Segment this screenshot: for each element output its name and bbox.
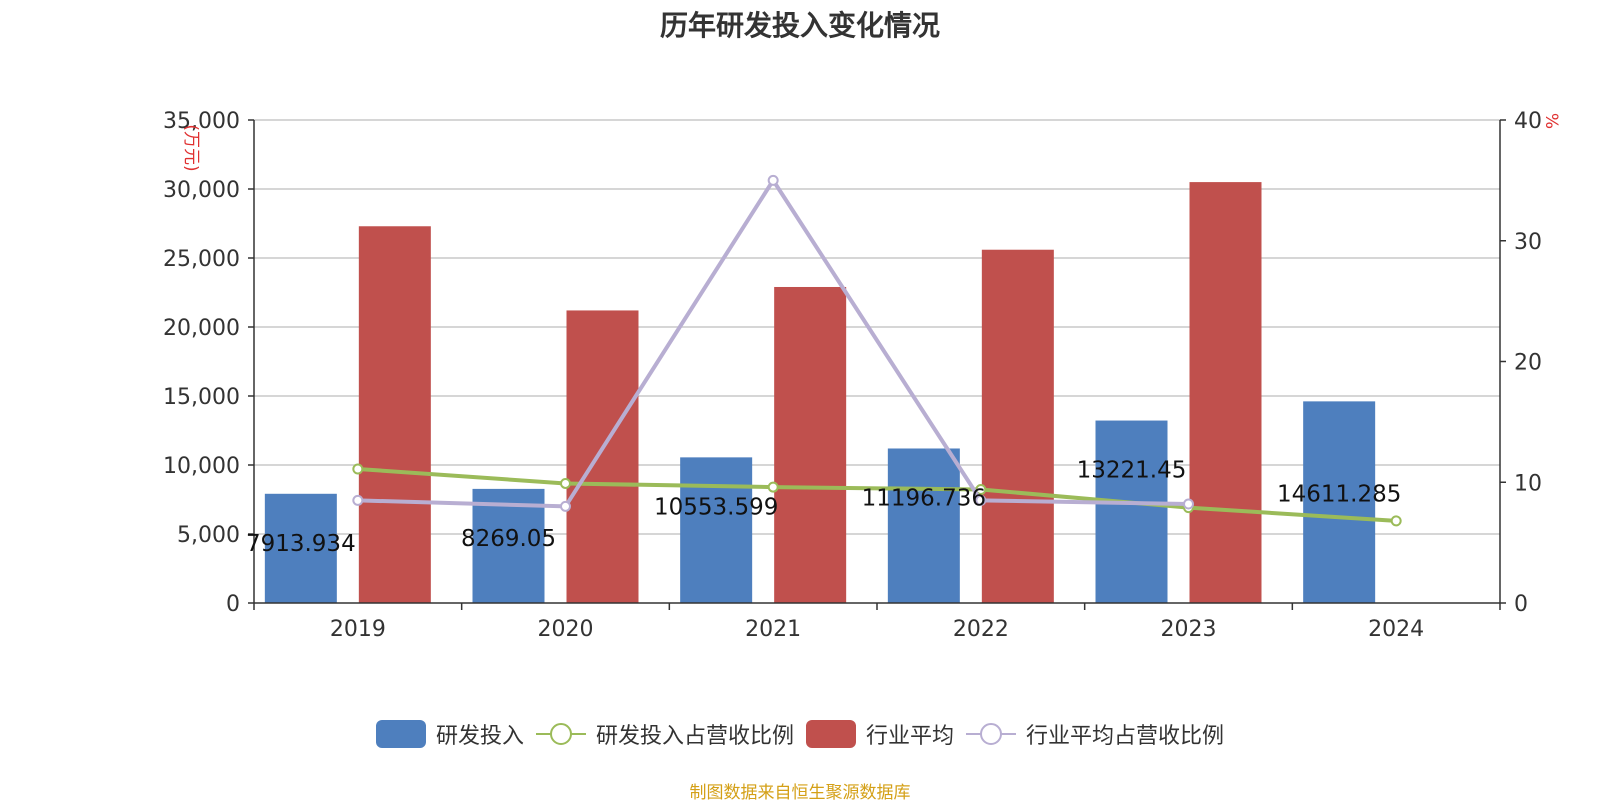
x-tick-label: 2023 xyxy=(1161,617,1217,642)
industry-ratio-point xyxy=(560,500,571,512)
legend-bar-swatch xyxy=(806,720,856,748)
left-tick-label: 30,000 xyxy=(163,178,240,203)
rd-bar xyxy=(472,488,545,603)
rd-ratio-point xyxy=(767,481,779,493)
x-tick-label: 2024 xyxy=(1368,617,1424,642)
data-labels: 7913.934 8269.05 10553.599 11196.736 13221.4… xyxy=(246,458,1401,557)
rd-bar xyxy=(680,457,753,603)
x-tick-label: 2019 xyxy=(330,617,386,642)
left-tick-label: 10,000 xyxy=(163,454,240,479)
x-tick-label: 2020 xyxy=(538,617,594,642)
rd-ratio-point xyxy=(1390,515,1402,527)
rd-ratio-line xyxy=(357,466,1397,523)
legend-item[interactable]: 研发投入占营收比例 xyxy=(535,718,794,750)
right-tick-label: 10 xyxy=(1514,471,1542,496)
right-tick-label: 0 xyxy=(1514,592,1528,617)
industry-ratio-point xyxy=(767,174,779,186)
industry-bar xyxy=(774,286,847,603)
right-axis-unit: % xyxy=(1541,113,1561,129)
legend-label: 行业平均 xyxy=(866,724,955,749)
rd-data-label: 14611.285 xyxy=(1277,481,1401,507)
industry-bar xyxy=(1189,182,1262,603)
chart-title: 历年研发投入变化情况 xyxy=(659,9,940,42)
legend-item[interactable]: 研发投入 xyxy=(375,718,524,750)
left-tick-label: 35,000 xyxy=(163,109,240,134)
rd-data-label: 8269.05 xyxy=(461,526,556,552)
legend-marker xyxy=(980,723,1003,745)
legend-label: 行业平均占营收比例 xyxy=(1026,724,1225,749)
x-tick-label: 2022 xyxy=(953,617,1009,642)
industry-ratio-point xyxy=(352,494,364,506)
rd-ratio-point xyxy=(560,477,571,489)
industry-ratio-line xyxy=(357,176,1189,509)
rd-bar xyxy=(887,448,960,603)
rd-data-label: 11196.736 xyxy=(862,485,986,511)
legend-label: 研发投入占营收比例 xyxy=(595,724,794,749)
left-tick-label: 20,000 xyxy=(163,316,240,341)
industry-bar xyxy=(358,226,431,603)
grid-lines xyxy=(254,119,1500,535)
legend-line-swatch xyxy=(535,723,586,745)
rd-ratio-point xyxy=(352,463,364,475)
bars xyxy=(264,182,1376,603)
industry-ratio-point xyxy=(1183,498,1194,510)
industry-bar xyxy=(981,249,1054,603)
industry-ratio-point xyxy=(975,494,987,506)
rd-bar xyxy=(1303,401,1376,603)
rd-bar xyxy=(264,493,337,603)
legend-marker xyxy=(549,723,572,745)
x-tick-label: 2021 xyxy=(745,617,801,642)
left-tick-label: 5,000 xyxy=(177,523,240,548)
rd-data-label: 7913.934 xyxy=(246,531,356,557)
industry-bar xyxy=(566,310,639,603)
right-tick-label: 30 xyxy=(1514,230,1542,255)
left-tick-label: 15,000 xyxy=(163,385,240,410)
axes: 0 5,000 10,000 15,000 20,000 25,000 30,000 35,0… xyxy=(163,109,1542,642)
rd-bar xyxy=(1095,420,1168,603)
rd-data-label: 13221.45 xyxy=(1077,458,1187,484)
rd-data-label: 10553.599 xyxy=(654,494,778,520)
right-tick-label: 40 xyxy=(1514,109,1542,134)
legend-item[interactable]: 行业平均占营收比例 xyxy=(966,718,1224,750)
legend-item[interactable]: 行业平均 xyxy=(806,718,954,750)
legend-bar-swatch xyxy=(375,720,426,748)
left-tick-label: 0 xyxy=(226,592,240,617)
left-tick-label: 25,000 xyxy=(163,247,240,272)
legend: 研发投入 研发投入占营收比例 行业平均 行业平均占营收比例 xyxy=(0,718,1600,750)
source-note: 制图数据来自恒生聚源数据库 xyxy=(689,783,911,803)
left-axis-unit: (万元) xyxy=(181,124,201,171)
rd-ratio-point xyxy=(975,483,987,495)
lines xyxy=(352,174,1402,527)
legend-line-swatch xyxy=(966,723,1017,745)
legend-label: 研发投入 xyxy=(435,724,524,749)
right-tick-label: 20 xyxy=(1514,351,1542,376)
